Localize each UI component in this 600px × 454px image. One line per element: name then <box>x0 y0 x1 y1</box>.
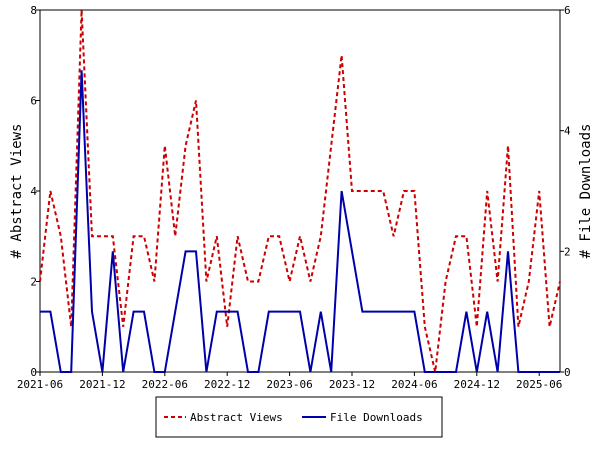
series-line-abstract-views <box>39 9 561 373</box>
y-right-tick-label: 0 <box>564 366 571 379</box>
y-axis-right-title: # File Downloads <box>578 124 594 259</box>
x-tick-label: 2022-12 <box>204 378 250 391</box>
series-layer <box>39 9 561 373</box>
x-tick-label: 2021-06 <box>17 378 63 391</box>
series-line-file-downloads <box>40 70 560 373</box>
x-tick-label: 2021-12 <box>79 378 125 391</box>
x-tick-label: 2023-12 <box>329 378 375 391</box>
legend-label-file-downloads: File Downloads <box>330 411 423 424</box>
y-right-tick-label: 6 <box>564 4 571 17</box>
y-left-tick-label: 2 <box>30 276 37 289</box>
x-tick-label: 2024-12 <box>454 378 500 391</box>
x-tick-label: 2023-06 <box>266 378 312 391</box>
y-left-tick-label: 8 <box>30 4 37 17</box>
legend-label-abstract-views: Abstract Views <box>190 411 283 424</box>
y-left-tick-label: 6 <box>30 95 37 108</box>
legend: Abstract Views File Downloads <box>155 396 443 438</box>
y-right-tick-label: 4 <box>564 125 571 138</box>
y-right-tick-label: 2 <box>564 245 571 258</box>
tick-layer: 0 2 4 6 8 0 2 4 6 2021-06 2021-12 2022-06 2022-12 202… <box>17 4 571 391</box>
y-left-tick-label: 4 <box>30 185 37 198</box>
x-tick-label: 2025-06 <box>516 378 562 391</box>
y-axis-left-title: # Abstract Views <box>9 124 25 259</box>
x-tick-label: 2022-06 <box>142 378 188 391</box>
x-tick-label: 2024-06 <box>391 378 437 391</box>
y-left-tick-label: 0 <box>30 366 37 379</box>
legend-box <box>155 396 443 438</box>
